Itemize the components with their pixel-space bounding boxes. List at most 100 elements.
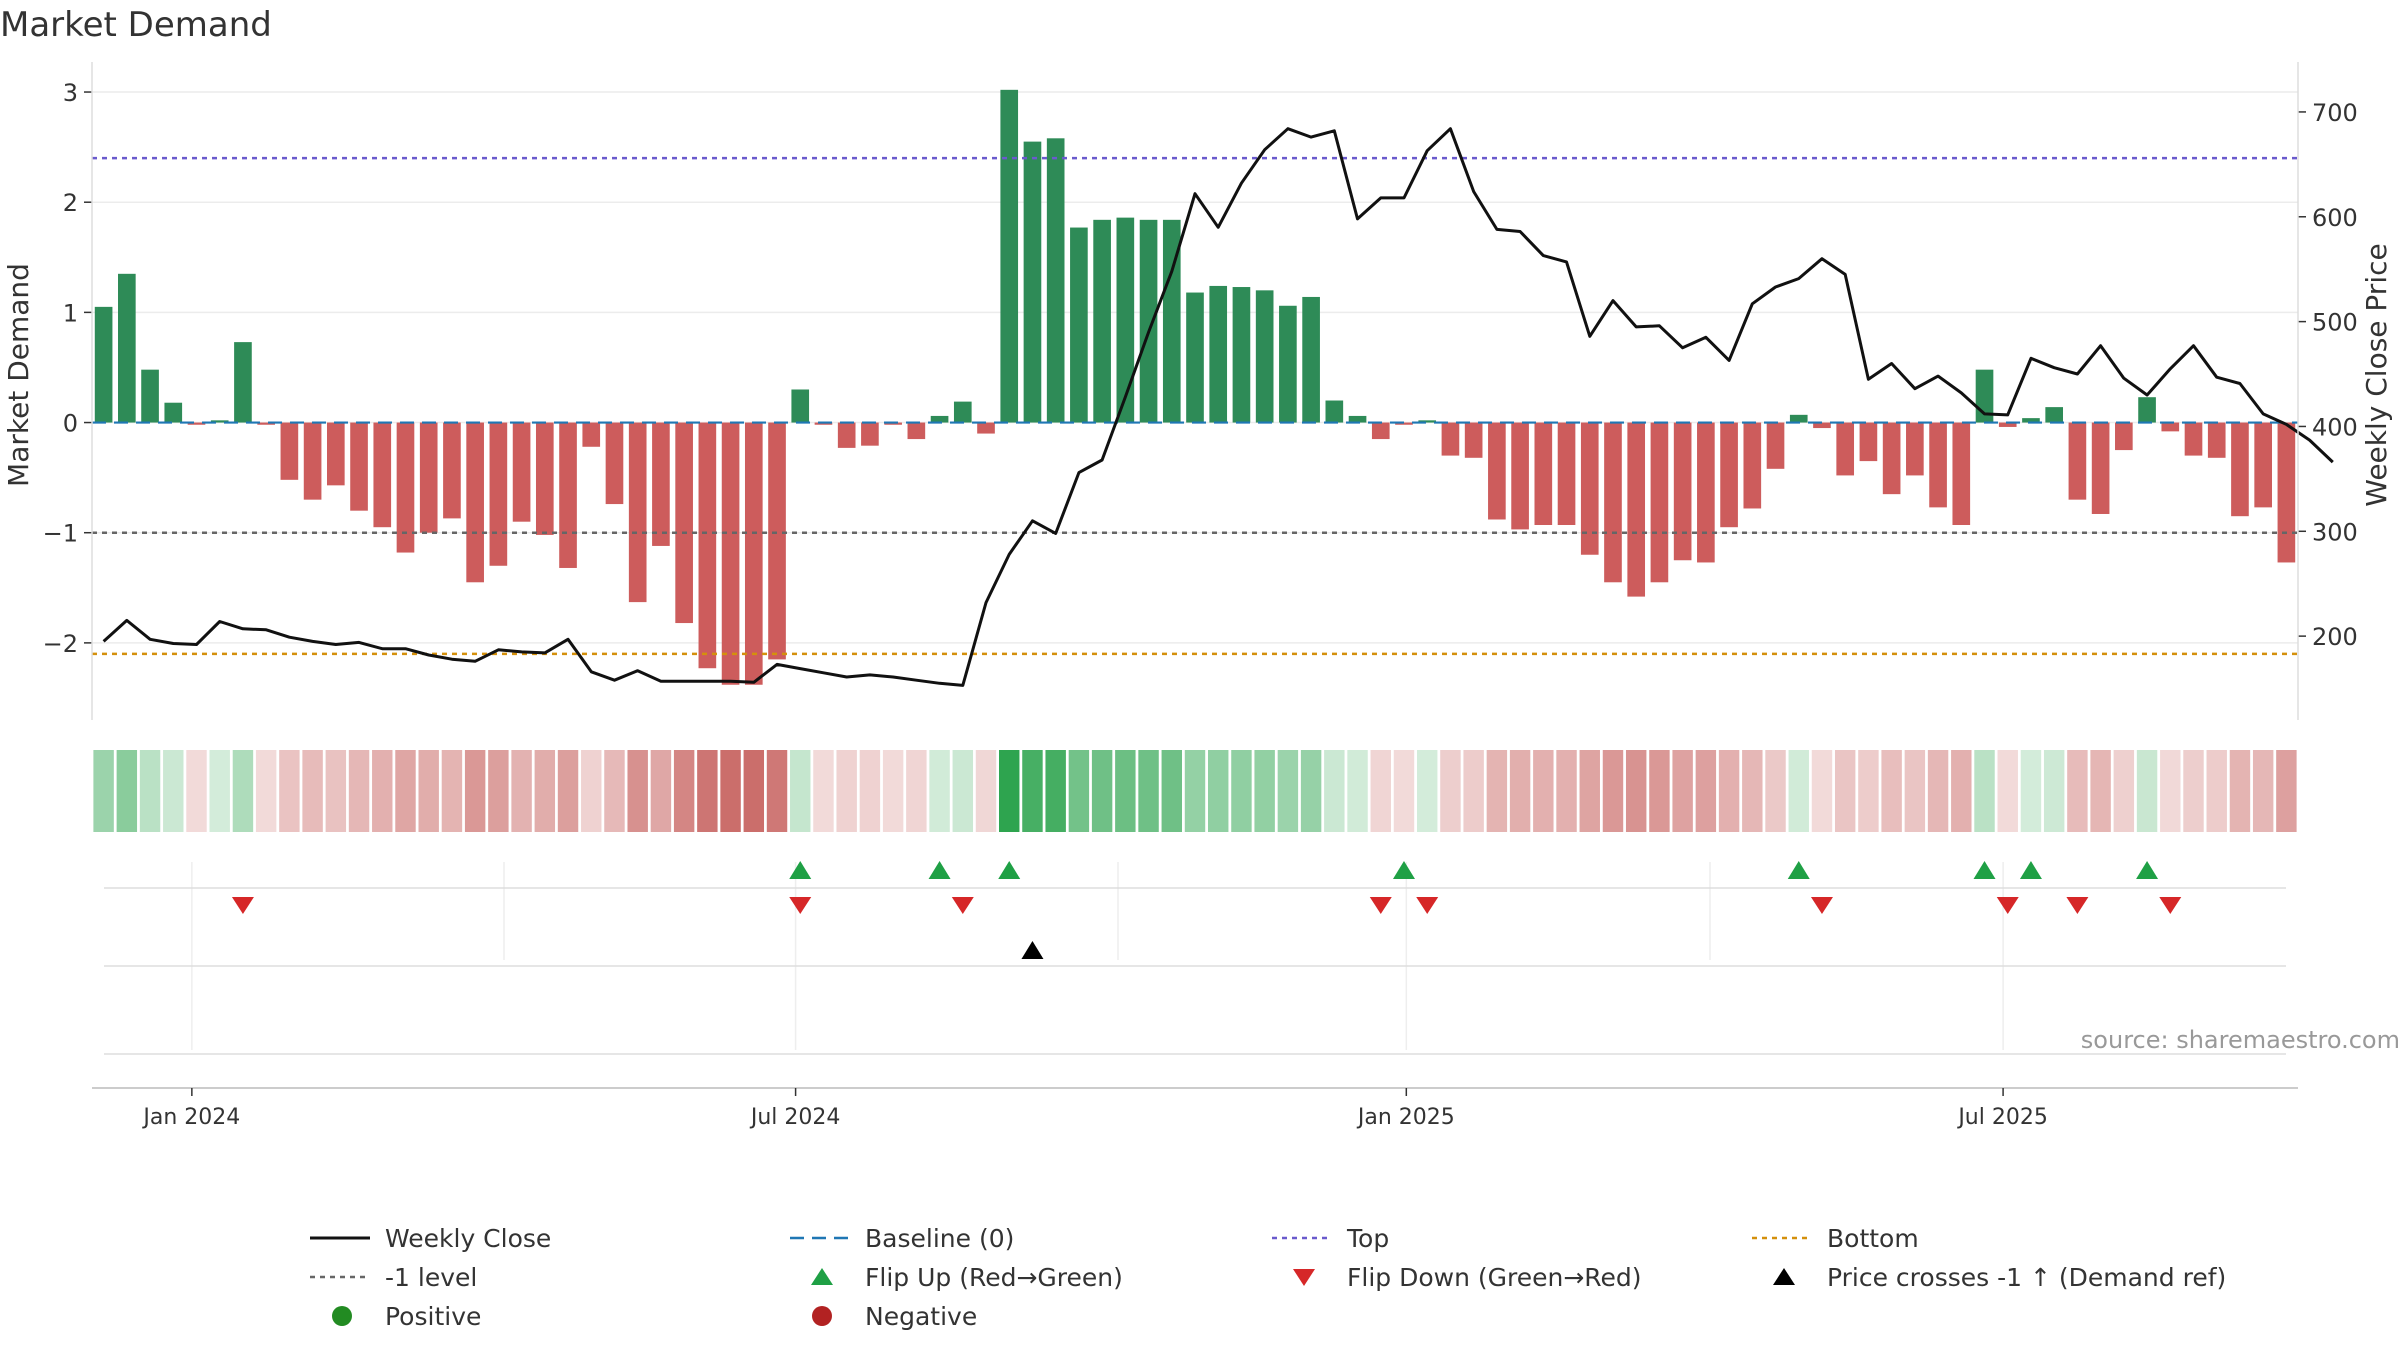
y-tick-label-right: 500 — [2312, 309, 2358, 337]
legend-item: Weekly Close — [310, 1224, 551, 1253]
heat-cell — [1811, 750, 1833, 832]
demand-bar — [94, 306, 113, 423]
heat-cell — [650, 750, 672, 832]
heat-cell — [1347, 750, 1368, 832]
demand-bar — [1232, 287, 1251, 423]
heat-cell — [1672, 750, 1693, 832]
demand-bar — [1000, 89, 1019, 423]
heat-cell — [1393, 750, 1415, 832]
heat-cell — [255, 750, 277, 832]
flip-up-marker — [1392, 861, 1415, 879]
y-tick-label-left: 3 — [63, 79, 78, 107]
heat-cell — [1463, 750, 1484, 832]
demand-bar — [1511, 422, 1529, 530]
heat-cell — [1161, 750, 1182, 832]
legend-item: Price crosses -1 ↑ (Demand ref) — [1773, 1263, 2226, 1292]
heat-cell — [813, 750, 834, 832]
watermark: source: sharemaestro.com — [2081, 1026, 2400, 1054]
demand-bar — [698, 422, 717, 669]
heat-cell — [929, 750, 950, 832]
y-tick-label-left: 2 — [63, 189, 78, 217]
demand-bar — [1255, 290, 1274, 423]
heat-cell — [2183, 750, 2204, 832]
demand-bar — [1882, 422, 1901, 495]
heat-cell — [464, 750, 486, 832]
demand-bar — [1627, 422, 1646, 597]
heat-cell — [1556, 750, 1577, 832]
demand-bar — [350, 422, 368, 511]
flip-up-marker — [2019, 861, 2042, 879]
heat-cell — [1765, 750, 1786, 832]
demand-bar — [1580, 422, 1599, 555]
heat-cell — [790, 750, 811, 832]
heat-cell — [743, 750, 765, 832]
flip-up-marker — [998, 861, 1021, 879]
demand-bar — [1023, 141, 1042, 423]
heat-cell — [186, 750, 207, 832]
y-tick-label-right: 600 — [2312, 204, 2358, 232]
demand-bar — [443, 422, 461, 519]
flip-down-marker — [1810, 897, 1833, 914]
heat-cell — [302, 750, 323, 832]
heat-cell — [1649, 750, 1670, 832]
heat-cell — [1091, 750, 1113, 832]
demand-bar — [652, 422, 670, 546]
heat-cell — [139, 750, 161, 832]
demand-bar — [1534, 422, 1553, 525]
axes: 3 2 1 0 −1 −2 700 600 500 400 300 200 Jan 2024 Jul 20… — [43, 62, 2358, 1130]
heat-cell — [627, 750, 648, 832]
heat-cell — [1440, 750, 1461, 832]
demand-bar — [2022, 418, 2040, 423]
demand-bar — [1302, 296, 1320, 423]
heat-cell — [581, 750, 602, 832]
legend-item: Flip Up (Red→Green) — [811, 1263, 1123, 1292]
heat-cell — [2160, 750, 2181, 832]
heat-cell — [2136, 750, 2158, 832]
demand-bar — [907, 422, 926, 440]
x-tick-label: Jul 2025 — [1956, 1105, 2048, 1130]
legend-label: Top — [1346, 1224, 1389, 1253]
demand-bar — [559, 422, 577, 568]
heat-cell — [534, 750, 556, 832]
heat-cell — [1324, 750, 1345, 832]
legend-item: Top — [1272, 1224, 1389, 1253]
heat-cell — [836, 750, 857, 832]
heat-cell — [395, 750, 416, 832]
demand-bar — [489, 422, 508, 566]
demand-bar — [535, 422, 554, 535]
demand-bar — [977, 422, 995, 434]
demand-bar — [164, 402, 183, 423]
heat-cell — [325, 750, 347, 832]
demand-bar — [628, 422, 647, 603]
legend-item: Baseline (0) — [790, 1224, 1014, 1253]
demand-bar — [1557, 422, 1576, 525]
demand-bar — [2254, 422, 2272, 508]
heat-cell — [1022, 750, 1043, 832]
flip-down-marker — [2066, 897, 2089, 914]
legend-label: Negative — [865, 1302, 977, 1331]
demand-bar — [1929, 422, 1947, 508]
heat-cell — [1416, 750, 1438, 832]
legend: Weekly Close Baseline (0) Top Bottom -1 leve… — [310, 1224, 2226, 1331]
heat-cell — [1625, 750, 1647, 832]
chart-title: Market Demand — [0, 5, 272, 45]
y-tick-label-left: −1 — [43, 520, 78, 548]
demand-bar — [1162, 219, 1181, 423]
heat-cell — [348, 750, 370, 832]
legend-label: Bottom — [1827, 1224, 1919, 1253]
heat-cell — [952, 750, 974, 832]
demand-bar — [1348, 415, 1367, 423]
heat-cell — [2067, 750, 2088, 832]
heat-cell — [372, 750, 393, 832]
legend-item: Positive — [332, 1302, 481, 1331]
legend-item: -1 level — [310, 1263, 477, 1292]
heat-cell — [1138, 750, 1159, 832]
flip-down-marker — [1996, 897, 2019, 914]
price-cross-marker — [1021, 941, 1044, 959]
demand-heat-strip — [93, 750, 2297, 832]
legend-swatch — [1773, 1268, 1795, 1285]
legend-label: -1 level — [385, 1263, 477, 1292]
price-line — [102, 127, 2334, 687]
demand-bar — [1813, 422, 1831, 429]
heat-cell — [882, 750, 904, 832]
